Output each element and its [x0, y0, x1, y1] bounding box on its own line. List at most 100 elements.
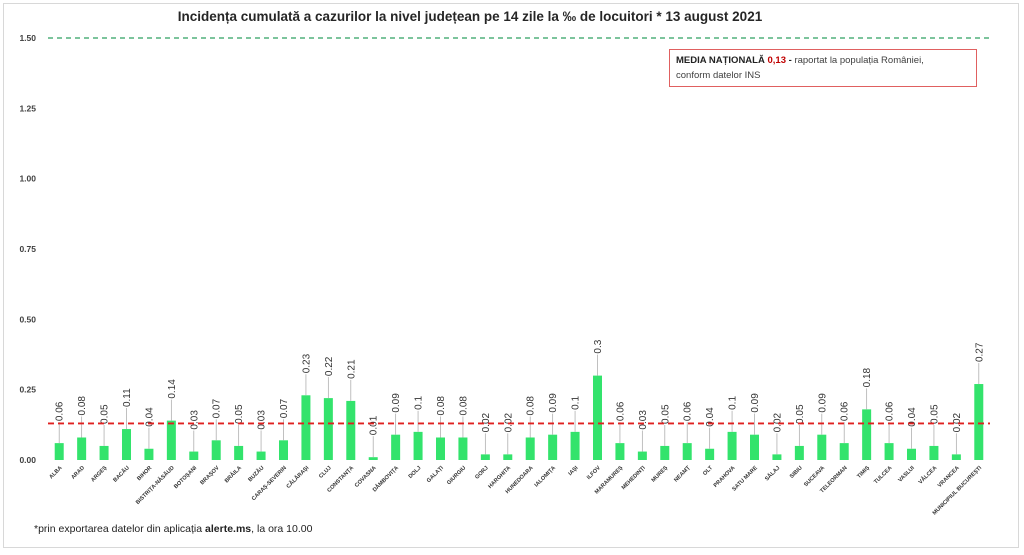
- category-label: DOLJ: [408, 465, 423, 480]
- category-label: BISTRIȚA-NĂSĂUD: [134, 464, 175, 505]
- value-label: 0.07: [212, 398, 223, 418]
- bar: [211, 440, 221, 460]
- value-label: 0.06: [615, 401, 626, 421]
- bar: [77, 437, 87, 460]
- value-label: 0.04: [907, 407, 918, 427]
- y-tick-label: 1.25: [19, 103, 36, 113]
- category-label: NEAMȚ: [673, 465, 692, 484]
- category-label: PRAHOVA: [713, 465, 737, 489]
- category-label: MUREȘ: [651, 465, 670, 484]
- value-label: 0.07: [279, 398, 290, 418]
- bar: [817, 434, 827, 460]
- category-label: VASLUI: [897, 465, 916, 484]
- value-label: 0.09: [817, 393, 828, 413]
- bar: [593, 375, 602, 460]
- category-label: CĂLĂRAȘI: [285, 464, 311, 490]
- bar: [750, 434, 759, 460]
- chart-frame: [3, 3, 1019, 548]
- category-label: SIBIU: [789, 465, 804, 480]
- value-label: 0.05: [660, 404, 671, 424]
- category-label: BACĂU: [112, 464, 131, 483]
- bar: [637, 451, 647, 460]
- value-label: 0.1: [414, 396, 425, 410]
- bar: [548, 434, 558, 460]
- category-label: ALBA: [48, 465, 63, 480]
- category-label: GIURGIU: [446, 465, 467, 486]
- value-label: 0.02: [772, 412, 783, 432]
- bar: [862, 409, 872, 460]
- value-label: 0.08: [436, 396, 447, 416]
- category-label: ARAD: [70, 465, 86, 481]
- bar: [54, 443, 64, 460]
- value-label: 0.3: [593, 339, 604, 353]
- category-label: BUZĂU: [247, 464, 266, 483]
- value-label: 0.01: [369, 415, 380, 435]
- bar: [682, 443, 692, 460]
- bar: [974, 384, 984, 460]
- category-label: VÂLCEA: [917, 464, 938, 485]
- category-label: TIMIȘ: [856, 465, 871, 480]
- value-label: 0.03: [257, 410, 268, 430]
- bar: [279, 440, 288, 460]
- value-label: 0.08: [458, 396, 469, 416]
- category-label: GALAȚI: [426, 465, 445, 484]
- value-label: 0.09: [750, 393, 761, 413]
- footnote-prefix: *prin exportarea datelor din aplicația: [34, 523, 203, 535]
- bar: [907, 448, 916, 460]
- value-label: 0.02: [952, 412, 963, 432]
- category-label: VRANCEA: [937, 465, 961, 489]
- bar: [615, 443, 625, 460]
- footnote-link[interactable]: alerte.ms: [205, 523, 252, 535]
- chart-title: Incidența cumulată a cazurilor la nivel …: [177, 9, 763, 24]
- bar: [525, 437, 535, 460]
- footnote-suffix: , la ora 10.00: [251, 523, 313, 535]
- y-tick-label: 0.00: [19, 455, 36, 465]
- y-tick-label: 0.50: [19, 314, 36, 324]
- bar: [929, 445, 939, 460]
- bar: [503, 454, 513, 460]
- footnote: *prin exportarea datelor din aplicația a…: [34, 523, 312, 535]
- note-dash: -: [788, 55, 792, 66]
- value-label: 0.09: [548, 393, 559, 413]
- value-label: 0.1: [728, 396, 739, 410]
- category-label: COVASNA: [354, 465, 378, 489]
- category-label: TULCEA: [873, 465, 893, 485]
- value-label: 0.27: [974, 342, 985, 362]
- category-label: BOTOȘANI: [173, 465, 198, 490]
- value-label: 0.02: [503, 412, 514, 432]
- category-label: IALOMIȚA: [534, 465, 557, 488]
- value-label: 0.21: [346, 359, 357, 379]
- note-line-1: MEDIA NAȚIONALĂ 0,13 - raportat la popul…: [676, 53, 970, 68]
- note-label: MEDIA NAȚIONALĂ: [676, 55, 765, 66]
- bar: [772, 454, 782, 460]
- bar: [839, 443, 849, 460]
- national-average-note: MEDIA NAȚIONALĂ 0,13 - raportat la popul…: [669, 49, 977, 87]
- value-label: 0.06: [683, 401, 694, 421]
- category-label: MUNICIPIUL BUCUREȘTI: [932, 465, 984, 517]
- y-tick-label: 0.25: [19, 385, 36, 395]
- value-label: 0.02: [481, 412, 492, 432]
- category-label: OLT: [702, 465, 714, 477]
- bar: [413, 431, 423, 460]
- bar: [301, 395, 311, 460]
- bar: [189, 451, 199, 460]
- y-tick-label: 1.50: [19, 33, 36, 43]
- bar: [256, 451, 266, 460]
- value-label: 0.05: [929, 404, 940, 424]
- bar: [166, 420, 176, 460]
- category-label: CLUJ: [318, 465, 333, 480]
- value-label: 0.03: [638, 410, 649, 430]
- value-label: 0.06: [55, 401, 66, 421]
- bar: [144, 448, 154, 460]
- bar: [323, 398, 333, 460]
- value-label: 0.05: [100, 404, 111, 424]
- value-label: 0.08: [526, 396, 537, 416]
- category-label: BRAȘOV: [199, 465, 220, 486]
- category-label: SĂLAJ: [763, 464, 781, 482]
- category-label: GORJ: [474, 465, 489, 480]
- value-label: 0.18: [862, 367, 873, 387]
- bar: [480, 454, 490, 460]
- category-label: ARGEȘ: [90, 465, 108, 483]
- bar: [458, 437, 468, 460]
